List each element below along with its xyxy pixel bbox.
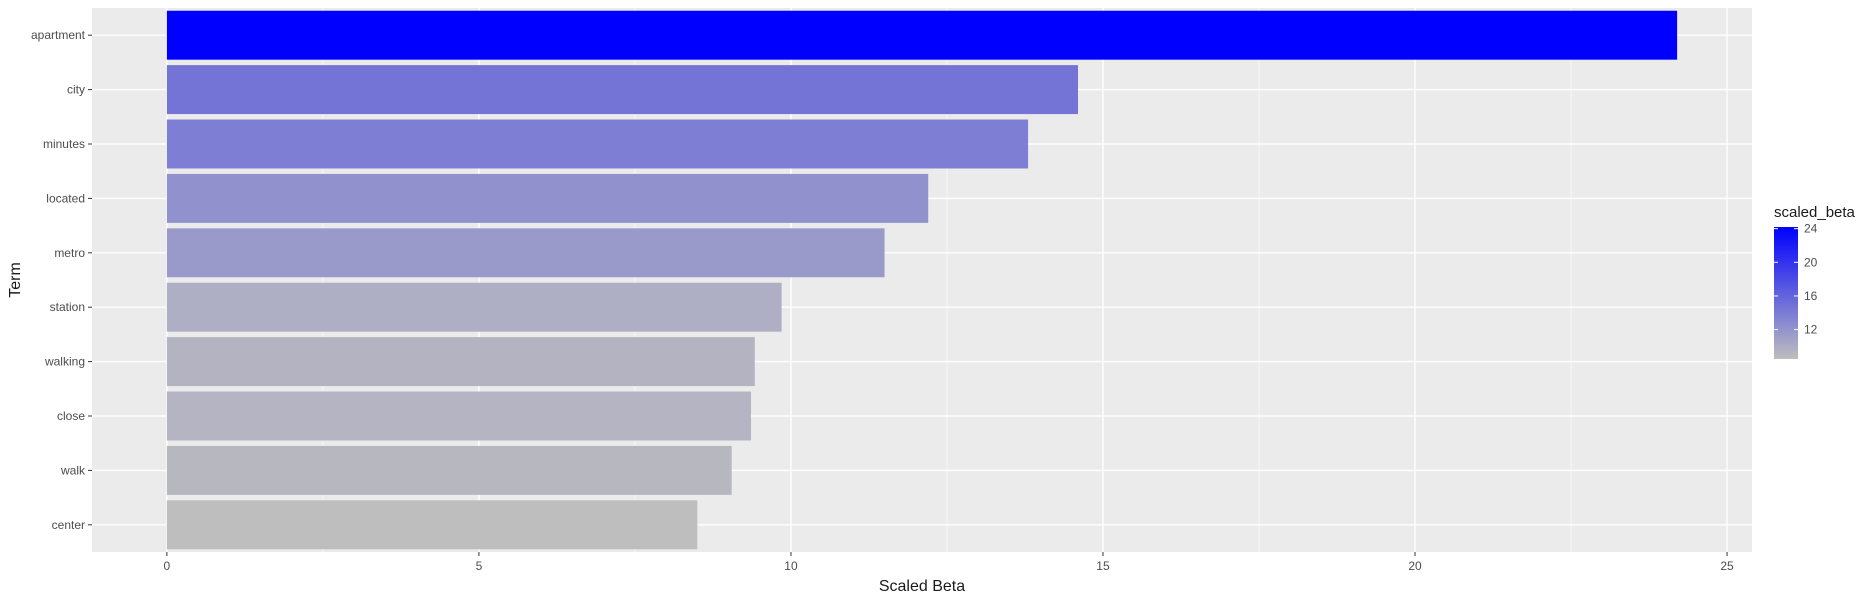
bar-located [166,173,929,223]
y-tick-label: center [52,518,85,532]
y-tick-label: minutes [43,137,85,151]
y-tick-label: walk [60,463,86,477]
legend-tick-label: 20 [1804,255,1818,269]
y-axis-title: Term [7,262,24,298]
y-axis-ticks: apartment city minutes located metro station w… [31,28,92,532]
bar-city [166,65,1079,115]
bar-walk [166,445,732,495]
x-tick-label: 15 [1096,559,1110,573]
legend-tick-label: 12 [1804,323,1818,337]
bar-apartment [166,10,1678,60]
y-tick-label: metro [54,246,85,260]
bar-center [166,500,698,550]
bars [166,10,1678,550]
legend-tick-label: 24 [1804,222,1818,236]
x-axis-ticks: 0 5 10 15 20 25 [164,552,1734,573]
bar-station [166,282,782,332]
bar-minutes [166,119,1029,169]
y-tick-label: walking [44,355,85,369]
bar-metro [166,228,885,278]
x-tick-label: 10 [784,559,798,573]
legend-tick-label: 16 [1804,289,1818,303]
legend: scaled_beta 12 16 20 24 [1774,204,1856,359]
x-tick-label: 0 [164,559,171,573]
y-tick-label: station [50,300,85,314]
y-tick-label: close [57,409,85,423]
x-tick-label: 25 [1720,559,1734,573]
legend-colorbar [1774,227,1798,359]
y-tick-label: city [67,83,85,97]
x-axis-title: Scaled Beta [879,578,965,595]
legend-title: scaled_beta [1774,204,1856,221]
x-tick-label: 20 [1408,559,1422,573]
legend-ticks: 12 16 20 24 [1774,222,1818,337]
y-tick-label: apartment [31,28,86,42]
bar-close [166,391,752,441]
y-tick-label: located [46,191,85,205]
bar-walking [166,337,755,387]
x-tick-label: 5 [476,559,483,573]
